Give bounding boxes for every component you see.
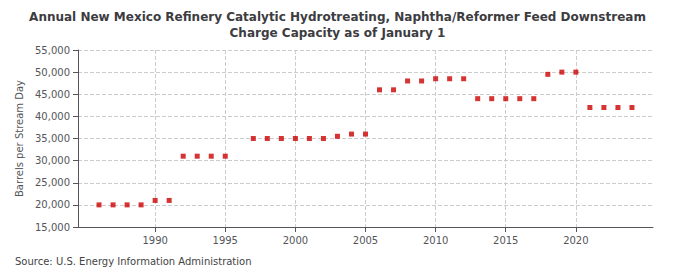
svg-text:40,000: 40,000 — [35, 111, 70, 122]
svg-text:Source: U.S. Energy Informatio: Source: U.S. Energy Information Administ… — [15, 256, 252, 267]
svg-text:Barrels per Stream Day: Barrels per Stream Day — [14, 80, 25, 197]
svg-text:20,000: 20,000 — [35, 199, 70, 210]
svg-text:45,000: 45,000 — [35, 89, 70, 100]
svg-text:50,000: 50,000 — [35, 67, 70, 78]
svg-text:2000: 2000 — [283, 235, 308, 246]
svg-text:Charge Capacity as of January: Charge Capacity as of January 1 — [230, 26, 446, 40]
svg-text:2020: 2020 — [563, 235, 588, 246]
svg-text:2015: 2015 — [493, 235, 518, 246]
svg-text:1995: 1995 — [213, 235, 238, 246]
svg-text:55,000: 55,000 — [35, 45, 70, 56]
svg-text:2010: 2010 — [423, 235, 448, 246]
svg-text:15,000: 15,000 — [35, 222, 70, 233]
svg-text:2005: 2005 — [353, 235, 378, 246]
svg-text:Annual New Mexico Refinery Cat: Annual New Mexico Refinery Catalytic Hyd… — [29, 10, 646, 24]
svg-text:1990: 1990 — [142, 235, 167, 246]
svg-text:30,000: 30,000 — [35, 155, 70, 166]
svg-text:25,000: 25,000 — [35, 177, 70, 188]
svg-text:35,000: 35,000 — [35, 133, 70, 144]
